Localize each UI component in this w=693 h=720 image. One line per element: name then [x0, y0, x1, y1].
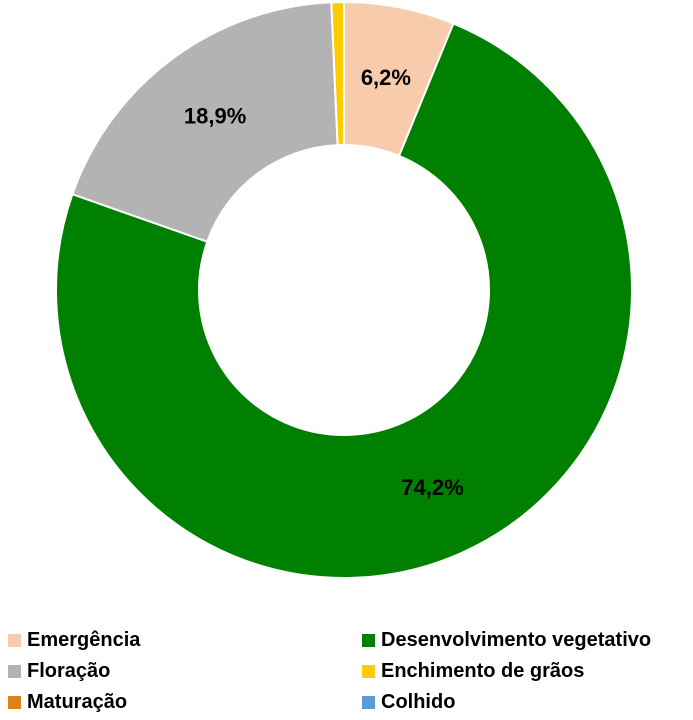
legend-label: Maturação — [27, 690, 128, 713]
data-label-floracao: 18,9% — [184, 104, 246, 129]
legend-swatch — [8, 695, 21, 709]
legend-item-desenvolvimento-vegetativo: Desenvolvimento vegetativo — [362, 628, 651, 652]
legend-swatch — [8, 664, 21, 678]
legend: Emergência Desenvolvimento vegetativo Flor… — [0, 628, 693, 720]
legend-label: Floração — [27, 659, 111, 682]
legend-item-floracao: Floração — [8, 659, 110, 683]
legend-item-emergencia: Emergência — [8, 628, 140, 652]
legend-swatch — [362, 664, 375, 678]
legend-swatch — [8, 633, 21, 647]
donut-chart: 6,2% 74,2% 18,9% — [55, 0, 633, 579]
legend-swatch — [362, 633, 375, 647]
legend-swatch — [362, 695, 375, 709]
legend-label: Enchimento de grãos — [381, 659, 585, 682]
slice-enchimento-de-graos — [330, 0, 345, 147]
legend-label: Colhido — [381, 690, 456, 713]
legend-label: Emergência — [27, 628, 141, 651]
legend-item-enchimento-de-graos: Enchimento de grãos — [362, 659, 584, 683]
slice-desenvolvimento-vegetativo — [55, 22, 633, 579]
slice-floracao — [71, 1, 339, 244]
legend-item-colhido: Colhido — [362, 690, 455, 714]
legend-item-maturacao: Maturação — [8, 690, 127, 714]
data-label-desenvolvimento-vegetativo: 74,2% — [401, 475, 463, 500]
data-label-emergencia: 6,2% — [361, 65, 411, 90]
legend-label: Desenvolvimento vegetativo — [381, 628, 652, 651]
